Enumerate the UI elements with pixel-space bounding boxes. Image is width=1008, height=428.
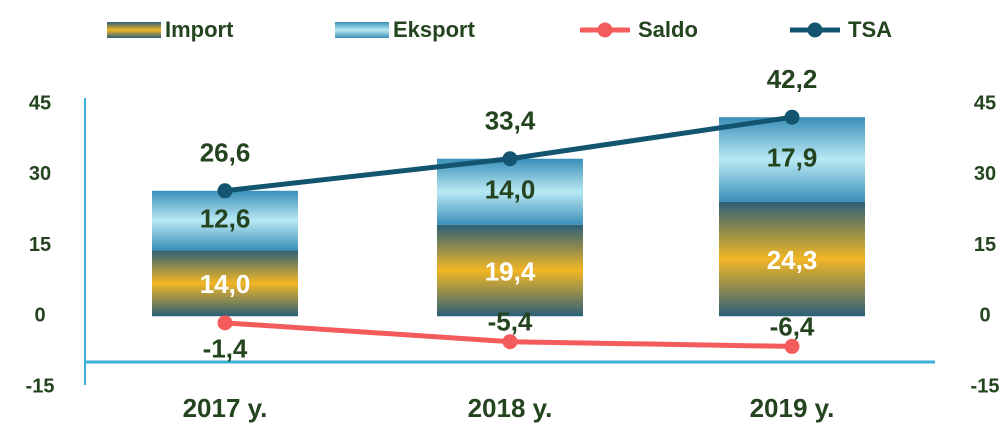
data-label: 12,6: [200, 203, 251, 233]
y-tick-label: -15: [26, 375, 55, 397]
point: [784, 109, 800, 125]
data-label: 33,4: [485, 106, 536, 136]
data-label: 14,0: [485, 175, 536, 205]
legend-swatch: [807, 22, 823, 38]
y-tick-label: 15: [29, 234, 51, 256]
data-label: -5,4: [488, 307, 533, 337]
x-tick-label: 2018 y.: [468, 393, 553, 423]
legend-swatch: [597, 22, 613, 38]
data-label: 26,6: [200, 138, 251, 168]
bar-segment: [152, 250, 298, 317]
legend-label: Import: [165, 17, 234, 42]
y-tick-label: 30: [29, 163, 51, 185]
y2-tick-label: 0: [979, 305, 990, 327]
bar-segment: [719, 201, 865, 317]
data-label: 17,9: [767, 142, 818, 172]
point: [217, 315, 233, 331]
y2-tick-label: 45: [974, 92, 996, 114]
y-tick-label: 0: [34, 305, 45, 327]
data-label: -1,4: [203, 334, 248, 364]
legend-label: Saldo: [638, 17, 698, 42]
y2-tick-label: 15: [974, 234, 996, 256]
point: [502, 334, 518, 350]
y-tick-label: 45: [29, 92, 51, 114]
legend-label: TSA: [848, 17, 892, 42]
data-label: 19,4: [485, 256, 536, 286]
legend-swatch: [335, 22, 389, 38]
bar-segment: [437, 224, 583, 317]
y2-tick-label: 30: [974, 163, 996, 185]
x-tick-label: 2019 y.: [750, 393, 835, 423]
data-label: 14,0: [200, 269, 251, 299]
bar-segment: [152, 190, 298, 251]
y2-tick-label: -15: [971, 375, 1000, 397]
bar-segment: [437, 158, 583, 225]
x-tick-label: 2017 y.: [183, 393, 268, 423]
data-label: -6,4: [770, 311, 815, 341]
legend-swatch: [107, 22, 161, 38]
data-label: 24,3: [767, 245, 818, 275]
point: [502, 151, 518, 167]
point: [784, 338, 800, 354]
point: [217, 183, 233, 199]
data-label: 42,2: [767, 64, 818, 94]
bar-segment: [719, 117, 865, 202]
legend-label: Eksport: [393, 17, 476, 42]
